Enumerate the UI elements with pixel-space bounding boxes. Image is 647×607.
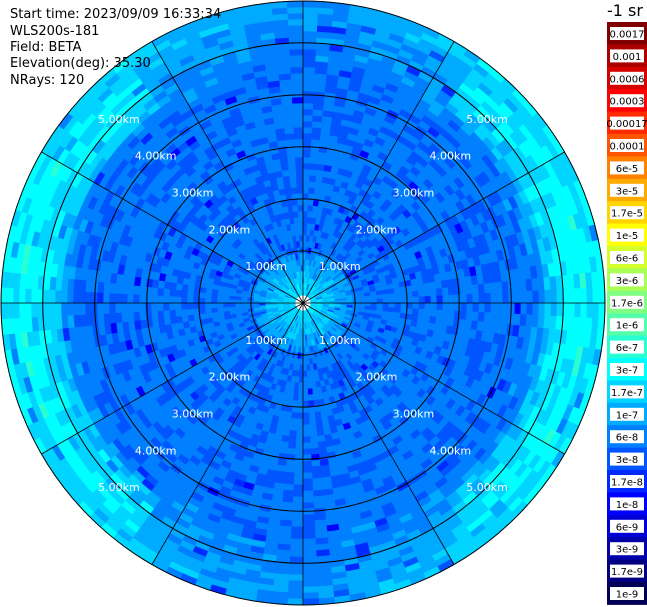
ring-label: 1.00km — [245, 260, 287, 273]
ring-label: 5.00km — [466, 481, 508, 494]
field-name: Field: BETA — [10, 40, 82, 55]
azimuth-spoke — [302, 302, 565, 455]
ring-label: 1.00km — [319, 260, 361, 273]
azimuth-spoke — [302, 302, 455, 565]
ring-label: 2.00km — [356, 223, 398, 236]
device-name: WLS200s-181 — [10, 24, 100, 39]
ppi-data-cells — [0, 0, 606, 606]
ring-label: 4.00km — [135, 444, 177, 457]
azimuth-spoke — [151, 41, 304, 304]
ring-label: 5.00km — [98, 113, 140, 126]
ring-label: 3.00km — [393, 407, 435, 420]
ring-label: 1.00km — [319, 334, 361, 347]
ring-label: 1.00km — [245, 334, 287, 347]
ring-label: 5.00km — [466, 113, 508, 126]
ring-label: 2.00km — [356, 371, 398, 384]
ring-label: 2.00km — [209, 371, 251, 384]
ppi-ring-labels: 1.00km 1.00km 1.00km 1.00km 2.00km 2.00km 2.00… — [98, 113, 508, 494]
azimuth-spoke — [41, 151, 304, 304]
azimuth-spoke — [302, 151, 565, 304]
azimuth-spoke — [151, 302, 304, 565]
start-time: Start time: 2023/09/09 16:33:34 — [10, 7, 222, 22]
ring-label: 2.00km — [209, 223, 251, 236]
azimuth-spoke — [302, 41, 455, 304]
nrays: NRays: 120 — [10, 73, 85, 88]
ring-label: 3.00km — [172, 407, 214, 420]
ppi-grid — [0, 0, 606, 606]
elevation: Elevation(deg): 35.30 — [10, 56, 151, 71]
azimuth-spoke — [41, 302, 304, 455]
ring-label: 3.00km — [172, 187, 214, 200]
ring-label: 4.00km — [430, 444, 472, 457]
ring-label: 5.00km — [98, 481, 140, 494]
ring-label: 4.00km — [430, 150, 472, 163]
ring-label: 3.00km — [393, 187, 435, 200]
ring-label: 4.00km — [135, 150, 177, 163]
